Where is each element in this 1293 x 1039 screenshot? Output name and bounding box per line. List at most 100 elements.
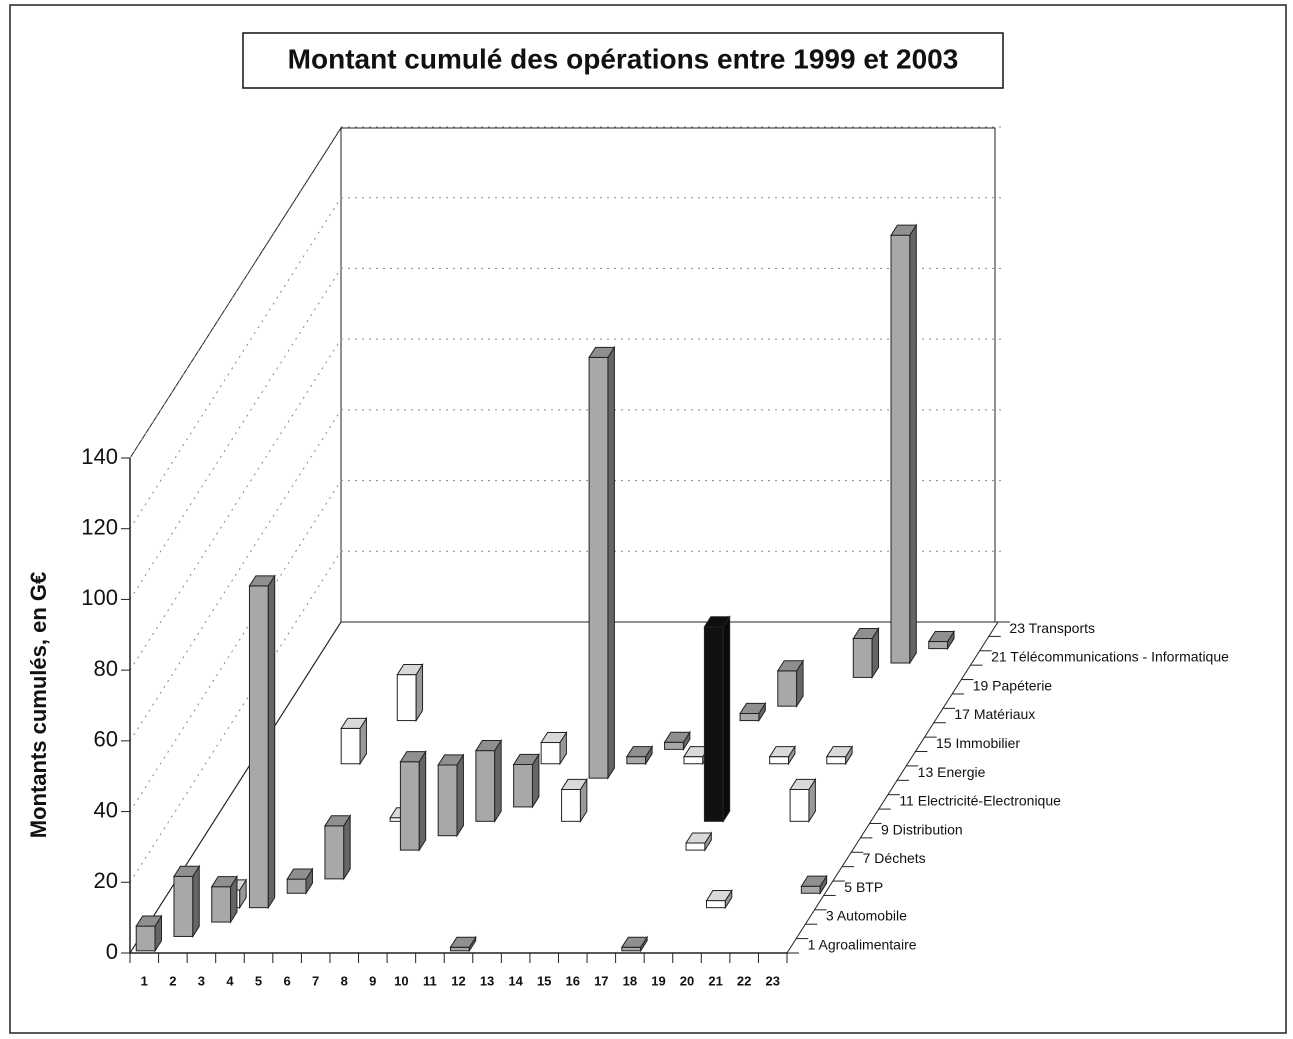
bar xyxy=(449,935,477,953)
chart-title: Montant cumulé des opérations entre 1999… xyxy=(288,43,959,74)
bar xyxy=(789,777,817,824)
bar-side xyxy=(456,753,464,838)
bar-top xyxy=(703,616,731,628)
bar-front xyxy=(826,756,847,765)
bar xyxy=(768,744,796,766)
bar xyxy=(703,615,731,824)
bar-front xyxy=(626,756,647,765)
bar-top xyxy=(560,778,588,790)
x-tick-label: 3 xyxy=(198,973,205,988)
bar-top xyxy=(324,815,352,827)
bar-top xyxy=(210,876,238,888)
depth-tick-label: 9 Distribution xyxy=(881,821,963,837)
y-tick-label: 0 xyxy=(106,939,118,964)
bar-front xyxy=(685,842,706,851)
bar xyxy=(927,629,955,651)
y-tick-label: 120 xyxy=(81,515,118,540)
bar xyxy=(324,814,352,881)
bar-top xyxy=(663,731,691,743)
depth-tick-label: 11 Electricité-Electronique xyxy=(899,793,1061,809)
bar-side xyxy=(494,738,502,824)
depth-tick-label: 3 Automobile xyxy=(826,908,907,924)
bar xyxy=(340,716,368,766)
y-tick-label: 40 xyxy=(94,797,118,822)
grid-line xyxy=(129,126,342,459)
grid-line xyxy=(129,551,342,883)
x-tick-label: 9 xyxy=(369,973,376,988)
bar xyxy=(540,730,568,766)
bar-top xyxy=(474,740,503,752)
grid-line xyxy=(129,338,342,671)
bar xyxy=(685,831,713,852)
bar-top xyxy=(927,630,955,643)
bar-side xyxy=(418,749,427,852)
bar xyxy=(825,744,853,766)
x-tick-label: 5 xyxy=(255,973,262,988)
x-tick-label: 1 xyxy=(141,973,148,988)
frame xyxy=(9,4,1287,1034)
x-tick-label: 12 xyxy=(451,973,465,988)
depth-tick-label: 1 Agroalimentaire xyxy=(808,937,917,953)
y-tick-label: 80 xyxy=(94,656,118,681)
x-tick-label: 22 xyxy=(737,973,751,988)
bar-front xyxy=(621,946,642,952)
grid-line xyxy=(129,480,342,812)
x-tick-label: 2 xyxy=(169,973,176,988)
bar-front xyxy=(437,764,458,837)
bar-top xyxy=(437,754,465,766)
bar xyxy=(396,662,424,723)
bar-top xyxy=(248,575,276,587)
bar xyxy=(210,874,238,924)
bar-front xyxy=(789,788,810,822)
x-tick-label: 18 xyxy=(623,973,637,988)
x-tick-label: 10 xyxy=(394,973,408,988)
bar xyxy=(437,753,465,838)
bar-front xyxy=(928,641,949,650)
y-axis-title: Montants cumulés, en G€ xyxy=(26,572,51,839)
x-tick-label: 20 xyxy=(680,973,694,988)
grid-line xyxy=(129,268,342,600)
x-tick-label: 6 xyxy=(283,973,290,988)
bar-top xyxy=(625,746,654,758)
bar-front xyxy=(286,878,307,894)
bar-front xyxy=(769,756,790,765)
x-tick-label: 14 xyxy=(508,973,523,988)
bar xyxy=(173,864,201,939)
depth-tick-label: 5 BTP xyxy=(844,879,883,895)
bar-side xyxy=(909,223,917,665)
bar-top xyxy=(396,664,424,676)
x-tick-label: 4 xyxy=(226,973,234,988)
bar-top xyxy=(739,702,767,715)
bar-top xyxy=(449,936,477,948)
bar xyxy=(135,914,163,953)
bar-top xyxy=(768,746,796,758)
bar-top xyxy=(286,868,314,880)
bar-front xyxy=(705,900,726,909)
bar-front xyxy=(739,713,760,722)
bar xyxy=(705,888,733,910)
bar-side xyxy=(267,574,276,910)
bar xyxy=(560,777,588,824)
bar xyxy=(890,223,918,665)
bar xyxy=(625,744,654,766)
y-tick-label: 140 xyxy=(81,444,118,469)
x-tick-label: 15 xyxy=(537,973,551,988)
y-tick-label: 20 xyxy=(94,868,118,893)
bar-front xyxy=(173,875,194,937)
bar xyxy=(739,701,767,723)
bar xyxy=(474,738,503,824)
bar-top xyxy=(789,778,817,790)
x-tick-label: 11 xyxy=(423,973,437,988)
y-tick-label: 100 xyxy=(81,585,118,610)
x-tick-label: 8 xyxy=(341,973,348,988)
bar-front xyxy=(513,763,533,808)
x-tick-label: 13 xyxy=(480,973,494,988)
bar-front xyxy=(340,727,361,765)
bar-front xyxy=(396,674,417,722)
bar-top xyxy=(399,751,427,763)
bar-top xyxy=(512,753,540,765)
bar-top xyxy=(705,890,733,902)
bar-front xyxy=(852,638,873,678)
bar-front xyxy=(703,626,724,822)
bar-top xyxy=(890,224,918,236)
